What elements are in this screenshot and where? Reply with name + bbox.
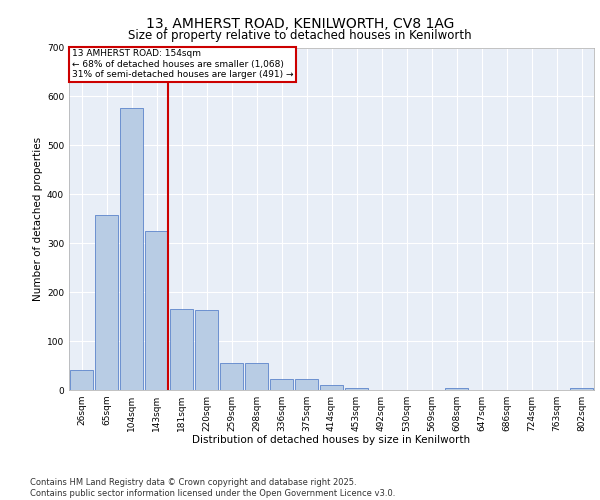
Y-axis label: Number of detached properties: Number of detached properties	[33, 136, 43, 301]
Text: 13, AMHERST ROAD, KENILWORTH, CV8 1AG: 13, AMHERST ROAD, KENILWORTH, CV8 1AG	[146, 18, 454, 32]
Bar	[95, 216, 118, 390]
Bar	[270, 379, 293, 390]
Bar	[570, 388, 593, 390]
Text: Size of property relative to detached houses in Kenilworth: Size of property relative to detached ho…	[128, 29, 472, 42]
Bar	[445, 388, 468, 390]
Bar	[220, 363, 243, 390]
Bar	[345, 388, 368, 390]
Bar	[320, 385, 343, 390]
Bar	[195, 310, 218, 390]
Bar	[170, 310, 193, 390]
Text: 13 AMHERST ROAD: 154sqm
← 68% of detached houses are smaller (1,068)
31% of semi: 13 AMHERST ROAD: 154sqm ← 68% of detache…	[71, 49, 293, 79]
Bar	[145, 231, 168, 390]
Bar	[70, 370, 93, 390]
Bar	[245, 363, 268, 390]
Bar	[295, 379, 318, 390]
X-axis label: Distribution of detached houses by size in Kenilworth: Distribution of detached houses by size …	[193, 436, 470, 446]
Text: Contains HM Land Registry data © Crown copyright and database right 2025.
Contai: Contains HM Land Registry data © Crown c…	[30, 478, 395, 498]
Bar	[120, 108, 143, 390]
